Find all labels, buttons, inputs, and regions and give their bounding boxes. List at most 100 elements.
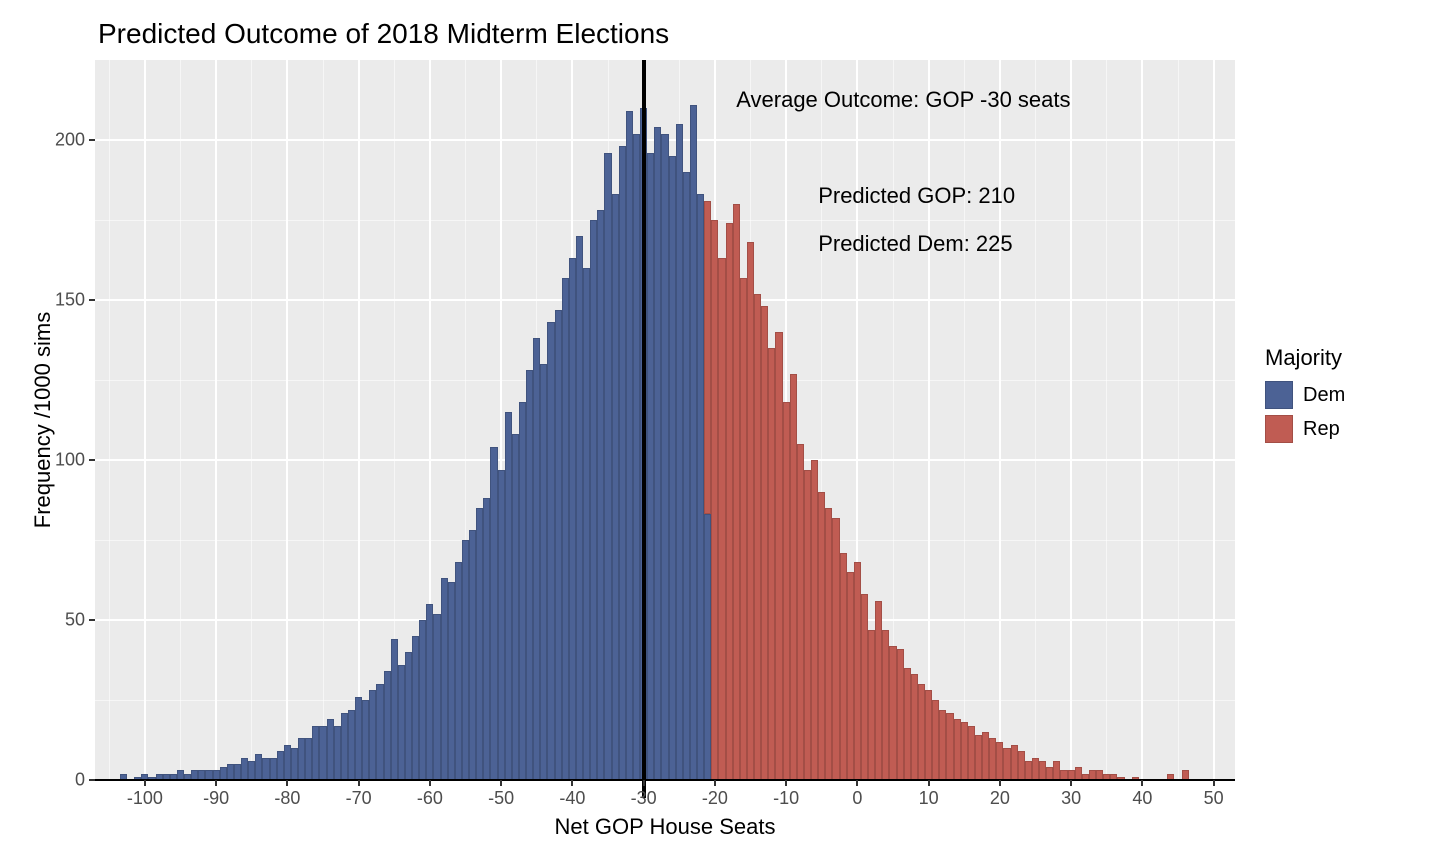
histogram-bar bbox=[519, 402, 526, 780]
x-tick-mark bbox=[714, 780, 716, 786]
histogram-bar bbox=[277, 751, 284, 780]
histogram-bar bbox=[526, 370, 533, 780]
histogram-bar bbox=[612, 194, 619, 780]
histogram-bar bbox=[433, 614, 440, 780]
histogram-bar bbox=[441, 578, 448, 780]
histogram-bar bbox=[604, 153, 611, 780]
y-axis-label: Frequency /1000 sims bbox=[30, 312, 56, 528]
histogram-bar bbox=[726, 223, 733, 780]
histogram-bar bbox=[334, 726, 341, 780]
histogram-bar bbox=[341, 713, 348, 780]
grid-major-v bbox=[928, 60, 930, 780]
x-axis-label: Net GOP House Seats bbox=[555, 814, 776, 840]
x-tick-mark bbox=[928, 780, 930, 786]
histogram-bar bbox=[291, 748, 298, 780]
x-tick-mark bbox=[856, 780, 858, 786]
histogram-bar bbox=[384, 671, 391, 780]
histogram-bar bbox=[483, 498, 490, 780]
histogram-bar bbox=[398, 665, 405, 780]
histogram-bar bbox=[555, 310, 562, 780]
histogram-bar bbox=[818, 492, 825, 780]
chart-title: Predicted Outcome of 2018 Midterm Electi… bbox=[98, 18, 669, 50]
x-tick-mark bbox=[785, 780, 787, 786]
histogram-bar bbox=[654, 127, 661, 780]
histogram-bar bbox=[904, 668, 911, 780]
histogram-bar bbox=[305, 738, 312, 780]
histogram-bar bbox=[1053, 761, 1060, 780]
x-tick-label: -10 bbox=[773, 788, 799, 809]
x-tick-label: 50 bbox=[1204, 788, 1224, 809]
histogram-bar bbox=[462, 540, 469, 780]
y-tick-label: 50 bbox=[65, 610, 85, 631]
histogram-bar bbox=[704, 514, 711, 780]
histogram-bar bbox=[847, 572, 854, 780]
histogram-bar bbox=[298, 738, 305, 780]
histogram-bar bbox=[476, 508, 483, 780]
mean-vline bbox=[642, 60, 646, 798]
histogram-bar bbox=[761, 306, 768, 780]
histogram-bar bbox=[854, 562, 861, 780]
histogram-bar bbox=[327, 719, 334, 780]
x-tick-label: 30 bbox=[1061, 788, 1081, 809]
histogram-bar bbox=[875, 601, 882, 780]
grid-minor-v bbox=[1178, 60, 1179, 780]
histogram-bar bbox=[405, 652, 412, 780]
histogram-bar bbox=[569, 258, 576, 780]
histogram-bar bbox=[669, 156, 676, 780]
histogram-bar bbox=[227, 764, 234, 780]
annotation-text: Average Outcome: GOP -30 seats bbox=[736, 87, 1070, 113]
grid-major-v bbox=[144, 60, 146, 780]
histogram-bar bbox=[804, 470, 811, 780]
histogram-bar bbox=[419, 620, 426, 780]
grid-minor-v bbox=[251, 60, 252, 780]
histogram-bar bbox=[790, 374, 797, 780]
x-tick-label: 0 bbox=[852, 788, 862, 809]
histogram-bar bbox=[690, 105, 697, 780]
x-tick-label: 20 bbox=[990, 788, 1010, 809]
histogram-bar bbox=[355, 697, 362, 780]
legend-swatch bbox=[1265, 415, 1293, 443]
histogram-bar bbox=[583, 268, 590, 780]
histogram-bar bbox=[982, 732, 989, 780]
histogram-bar bbox=[754, 294, 761, 780]
histogram-bar bbox=[939, 710, 946, 780]
histogram-bar bbox=[1032, 758, 1039, 780]
grid-minor-v bbox=[964, 60, 965, 780]
legend-item: Rep bbox=[1265, 415, 1345, 443]
histogram-bar bbox=[533, 338, 540, 780]
y-tick-label: 0 bbox=[75, 770, 85, 791]
histogram-bar bbox=[968, 726, 975, 780]
grid-major-v bbox=[1070, 60, 1072, 780]
histogram-bar bbox=[961, 722, 968, 780]
histogram-bar bbox=[284, 745, 291, 780]
grid-major-v bbox=[1213, 60, 1215, 780]
histogram-bar bbox=[262, 758, 269, 780]
histogram-bar bbox=[455, 562, 462, 780]
grid-major-v bbox=[1141, 60, 1143, 780]
y-tick-label: 100 bbox=[55, 450, 85, 471]
x-tick-mark bbox=[215, 780, 217, 786]
histogram-bar bbox=[975, 735, 982, 780]
histogram-bar bbox=[626, 111, 633, 780]
x-tick-mark bbox=[643, 780, 645, 786]
x-tick-label: -60 bbox=[417, 788, 443, 809]
legend-item: Dem bbox=[1265, 381, 1345, 409]
histogram-bar bbox=[426, 604, 433, 780]
histogram-bar bbox=[840, 553, 847, 780]
histogram-bar bbox=[1018, 751, 1025, 780]
histogram-bar bbox=[768, 348, 775, 780]
histogram-bar bbox=[825, 508, 832, 780]
histogram-bar bbox=[932, 700, 939, 780]
histogram-bar bbox=[697, 194, 704, 780]
x-tick-mark bbox=[144, 780, 146, 786]
histogram-bar bbox=[954, 719, 961, 780]
histogram-bar bbox=[597, 210, 604, 780]
histogram-bar bbox=[925, 690, 932, 780]
x-tick-mark bbox=[286, 780, 288, 786]
histogram-bar bbox=[369, 690, 376, 780]
y-tick-label: 150 bbox=[55, 290, 85, 311]
grid-major-v bbox=[358, 60, 360, 780]
histogram-bar bbox=[946, 713, 953, 780]
histogram-bar bbox=[241, 758, 248, 780]
grid-minor-v bbox=[1035, 60, 1036, 780]
